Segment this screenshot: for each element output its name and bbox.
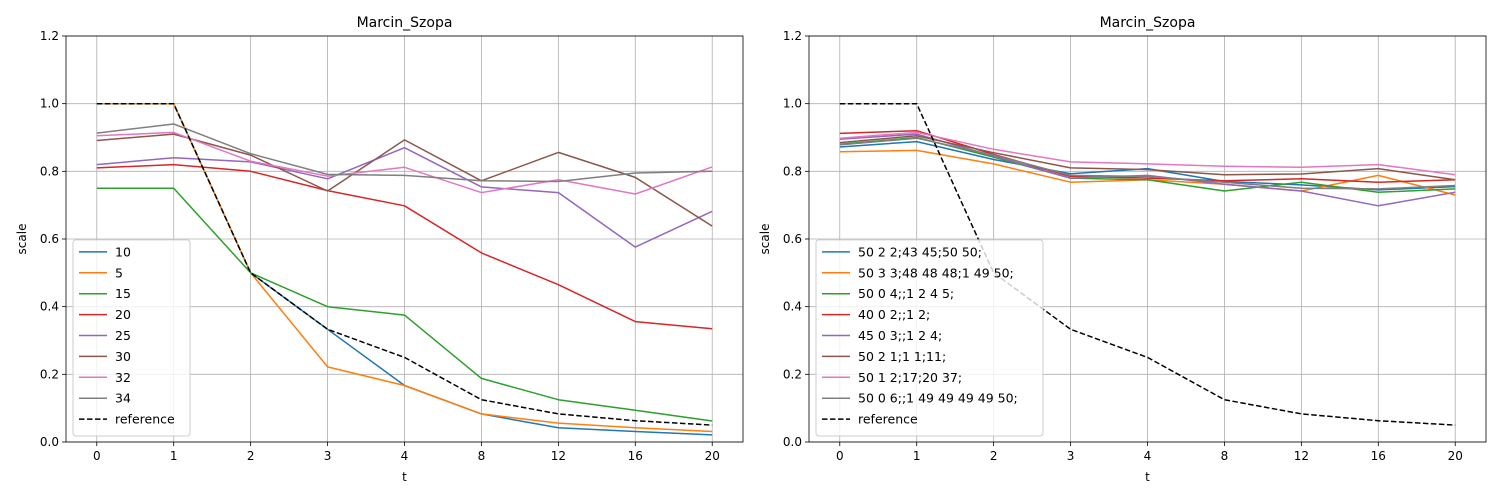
series-line-6 bbox=[96, 131, 713, 195]
legend-box bbox=[72, 239, 191, 437]
x-tick-label: 16 bbox=[1371, 449, 1386, 463]
y-tick-label: 0.4 bbox=[40, 300, 59, 314]
x-tick-label: 20 bbox=[705, 449, 720, 463]
y-tick-label: 0.6 bbox=[40, 232, 59, 246]
y-tick-label: 1.2 bbox=[40, 29, 59, 43]
x-tick-label: 2 bbox=[247, 449, 255, 463]
chart-title: Marcin_Szopa bbox=[357, 15, 453, 31]
legend-label: 50 0 6;;1 49 49 49 49 50; bbox=[858, 391, 1018, 406]
x-tick-label: 3 bbox=[1067, 449, 1075, 463]
legend-label: 50 0 4;;1 2 4 5; bbox=[858, 286, 954, 301]
x-tick-label: 12 bbox=[551, 449, 566, 463]
x-tick-label: 16 bbox=[628, 449, 643, 463]
x-tick-label: 4 bbox=[401, 449, 409, 463]
legend-label: 25 bbox=[115, 328, 131, 343]
y-tick-label: 0.0 bbox=[40, 435, 59, 449]
legend: 50 2 2;43 45;50 50; 50 3 3;48 48 48;1 49 … bbox=[815, 239, 1044, 437]
series-line-6 bbox=[839, 131, 1456, 176]
x-tick-label: 3 bbox=[324, 449, 332, 463]
x-tick-label: 1 bbox=[170, 449, 178, 463]
legend-label: 10 bbox=[115, 244, 131, 259]
y-tick-label: 0.2 bbox=[783, 367, 802, 381]
y-tick-label: 0.0 bbox=[783, 435, 802, 449]
legend-label: 50 2 1;1 1;11; bbox=[858, 349, 946, 364]
x-tick-label: 8 bbox=[1221, 449, 1229, 463]
legend-label: 45 0 3;;1 2 4; bbox=[858, 328, 942, 343]
left-chart-panel: 0 1 2 3 4 8 12 16 200.00.20.40.60.81.01.2Marcin_… bbox=[15, 15, 744, 484]
x-axis-label: t bbox=[1145, 470, 1150, 484]
series-line-2 bbox=[96, 187, 713, 422]
x-tick-label: 20 bbox=[1448, 449, 1463, 463]
legend-label: reference bbox=[115, 412, 175, 427]
right-chart-panel: 0 1 2 3 4 8 12 16 200.00.20.40.60.81.01.2Marcin_… bbox=[758, 15, 1487, 484]
legend: 10 5 15 20 25 30 32 34 reference bbox=[72, 239, 191, 437]
y-tick-label: 0.4 bbox=[783, 300, 802, 314]
legend-label: 32 bbox=[115, 370, 131, 385]
y-tick-label: 1.2 bbox=[783, 29, 802, 43]
series-line-3 bbox=[96, 163, 713, 330]
legend-label: 30 bbox=[115, 349, 131, 364]
x-tick-label: 4 bbox=[1144, 449, 1152, 463]
legend-label: 50 3 3;48 48 48;1 49 50; bbox=[858, 265, 1014, 280]
legend-label: 20 bbox=[115, 307, 131, 322]
y-axis-label: scale bbox=[758, 224, 772, 255]
legend-label: 50 1 2;17;20 37; bbox=[858, 370, 962, 385]
x-tick-label: 2 bbox=[990, 449, 998, 463]
x-tick-label: 8 bbox=[478, 449, 486, 463]
y-tick-label: 1.0 bbox=[783, 97, 802, 111]
legend-label: 40 0 2;;1 2; bbox=[858, 307, 930, 322]
y-tick-label: 0.8 bbox=[40, 164, 59, 178]
x-tick-label: 0 bbox=[836, 449, 844, 463]
x-tick-label: 1 bbox=[913, 449, 921, 463]
y-tick-label: 0.8 bbox=[783, 164, 802, 178]
x-tick-label: 12 bbox=[1294, 449, 1309, 463]
y-axis-label: scale bbox=[15, 224, 29, 255]
y-tick-label: 1.0 bbox=[40, 97, 59, 111]
legend-label: 15 bbox=[115, 286, 131, 301]
y-tick-label: 0.6 bbox=[783, 232, 802, 246]
series-line-7 bbox=[96, 123, 713, 183]
series-line-7 bbox=[839, 137, 1456, 190]
x-tick-label: 0 bbox=[93, 449, 101, 463]
legend-label: 34 bbox=[115, 391, 131, 406]
chart-title: Marcin_Szopa bbox=[1100, 15, 1196, 31]
x-axis-label: t bbox=[402, 470, 407, 484]
y-tick-label: 0.2 bbox=[40, 367, 59, 381]
legend-label: 5 bbox=[115, 265, 123, 280]
series-line-8 bbox=[96, 102, 713, 426]
series-line-8 bbox=[839, 102, 1456, 426]
legend-label: 50 2 2;43 45;50 50; bbox=[858, 244, 982, 259]
legend-box bbox=[815, 239, 1044, 437]
legend-label: reference bbox=[858, 412, 918, 427]
series-line-5 bbox=[96, 133, 713, 227]
series-line-5 bbox=[839, 135, 1456, 181]
